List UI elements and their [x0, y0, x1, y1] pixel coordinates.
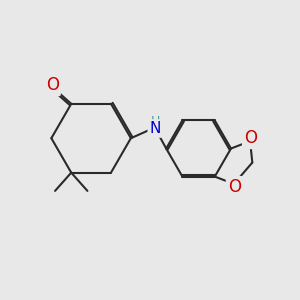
- Text: O: O: [46, 76, 59, 94]
- Text: O: O: [244, 129, 257, 147]
- Text: N: N: [149, 121, 161, 136]
- Text: H: H: [150, 115, 160, 128]
- Text: O: O: [228, 178, 241, 196]
